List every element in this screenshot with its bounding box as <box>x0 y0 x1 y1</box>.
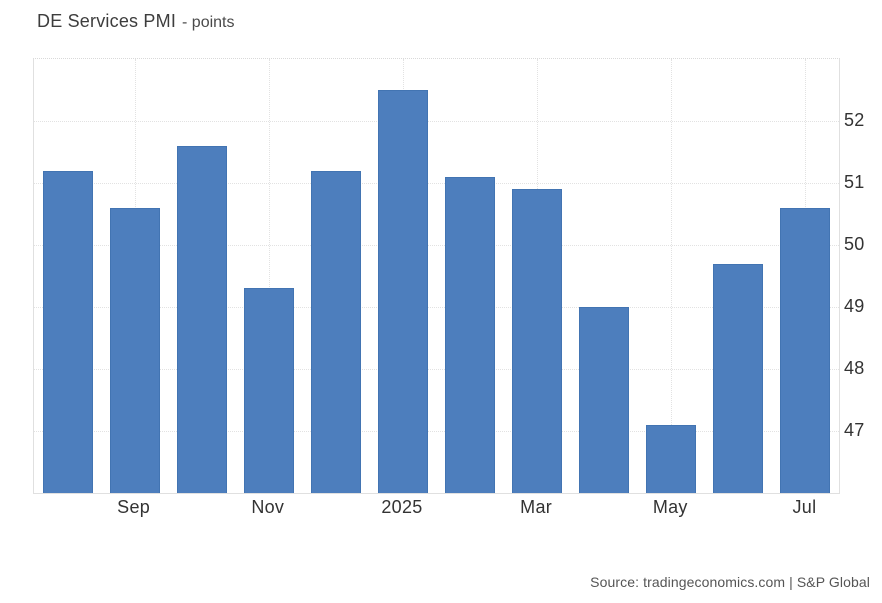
bar-mar-2025[interactable] <box>512 189 563 493</box>
source-attribution: Source: tradingeconomics.com | S&P Globa… <box>590 574 870 590</box>
x-tick-label-nov: Nov <box>251 497 285 517</box>
x-tick-label-2025: 2025 <box>381 497 423 517</box>
plot-area[interactable] <box>33 58 840 494</box>
bar-aug-2024[interactable] <box>42 170 93 493</box>
y-tick-label-49: 49 <box>844 296 865 316</box>
bar-may-2025[interactable] <box>646 424 697 493</box>
bar-nov-2024[interactable] <box>243 288 294 493</box>
x-tick-label-may: May <box>652 497 688 517</box>
grid-line-y-47 <box>34 431 839 432</box>
bar-sep-2024[interactable] <box>109 207 160 493</box>
bar-feb-2025[interactable] <box>445 176 496 493</box>
grid-line-y-48 <box>34 369 839 370</box>
bar-dec-2024[interactable] <box>310 170 361 493</box>
x-tick-label-jul: Jul <box>792 497 817 517</box>
bar-jul-2025[interactable] <box>780 207 831 493</box>
y-tick-label-47: 47 <box>844 420 865 440</box>
chart-subtitle: - points <box>182 14 235 31</box>
grid-line-x-may <box>671 59 673 493</box>
grid-line-y-51 <box>34 183 839 184</box>
bar-jun-2025[interactable] <box>713 263 764 493</box>
bar-jan-2025[interactable] <box>377 90 428 493</box>
chart-title: DE Services PMI <box>37 11 177 31</box>
y-tick-label-51: 51 <box>844 172 865 192</box>
y-tick-label-50: 50 <box>844 234 865 254</box>
chart-header: DE Services PMI - points <box>37 11 235 32</box>
grid-line-y-50 <box>34 245 839 246</box>
grid-line-y-52 <box>34 121 839 122</box>
y-tick-label-52: 52 <box>844 110 865 130</box>
x-tick-label-mar: Mar <box>520 497 553 517</box>
bar-oct-2024[interactable] <box>176 145 227 493</box>
x-tick-label-sep: Sep <box>117 497 151 517</box>
bar-apr-2025[interactable] <box>579 307 630 493</box>
grid-line-y-49 <box>34 307 839 308</box>
grid-line-x-nov <box>268 59 270 493</box>
y-tick-label-48: 48 <box>844 358 865 378</box>
